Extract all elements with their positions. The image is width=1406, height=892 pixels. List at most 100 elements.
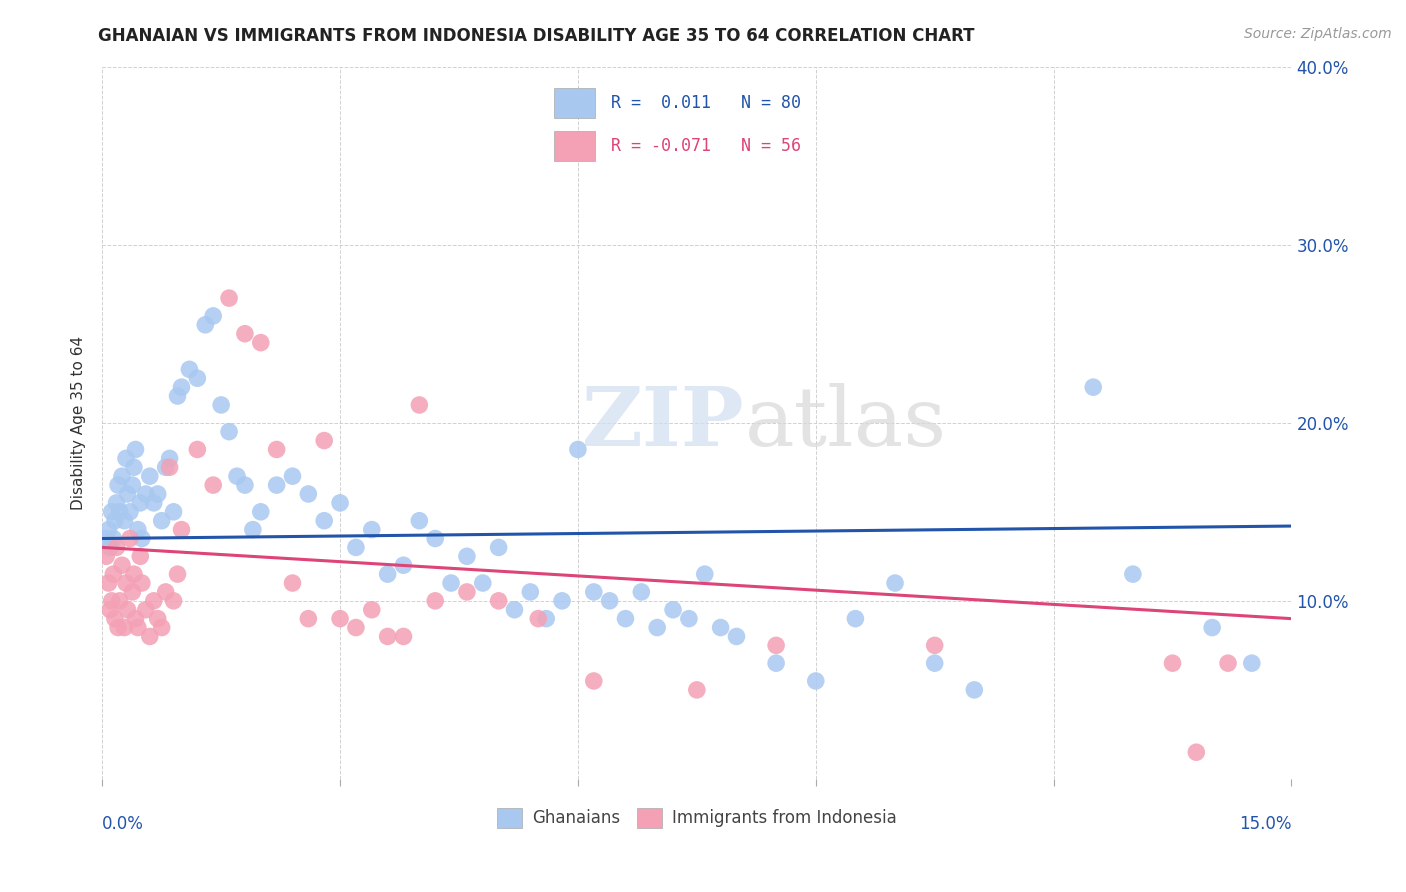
Point (218, 291, 240, 305)
Y-axis label: Disability Age 35 to 64: Disability Age 35 to 64 (72, 335, 86, 510)
Point (100, 505, 122, 519)
Point (139, 630, 162, 644)
Point (218, 425, 240, 439)
Point (155, 460, 177, 475)
Point (551, 594, 574, 608)
Point (97, 523, 120, 537)
Point (440, 576, 463, 591)
Point (107, 478, 129, 492)
Point (127, 621, 149, 635)
Point (408, 514, 430, 528)
Point (1161, 656, 1184, 670)
Point (567, 442, 589, 457)
Point (1216, 656, 1239, 670)
Point (329, 496, 352, 510)
Point (242, 523, 264, 537)
Point (1083, 380, 1105, 394)
Point (96, 549, 118, 564)
Point (1240, 656, 1263, 670)
Point (115, 451, 138, 466)
Point (281, 576, 304, 591)
Point (266, 478, 288, 492)
Point (108, 594, 131, 608)
Point (155, 585, 177, 599)
Point (146, 487, 169, 501)
Point (186, 442, 208, 457)
Point (662, 603, 685, 617)
Text: ZIP: ZIP (582, 383, 744, 463)
Point (121, 585, 143, 599)
Point (186, 371, 208, 385)
Point (233, 478, 256, 492)
Point (121, 478, 143, 492)
Point (103, 532, 125, 546)
Point (142, 594, 165, 608)
Point (678, 612, 700, 626)
Point (166, 567, 188, 582)
Point (314, 514, 336, 528)
Point (162, 505, 184, 519)
Point (534, 612, 557, 626)
Point (599, 594, 621, 608)
Point (129, 496, 152, 510)
Point (503, 603, 526, 617)
Point (804, 673, 827, 688)
Point (344, 541, 367, 555)
Point (115, 576, 138, 591)
Point (170, 380, 193, 394)
Point (297, 487, 319, 501)
Point (97, 576, 120, 591)
Point (924, 638, 946, 652)
Point (344, 621, 367, 635)
Text: GHANAIAN VS IMMIGRANTS FROM INDONESIA DISABILITY AGE 35 TO 64 CORRELATION CHART: GHANAIAN VS IMMIGRANTS FROM INDONESIA DI… (98, 27, 974, 45)
Point (614, 612, 637, 626)
Point (139, 469, 162, 483)
Point (360, 603, 382, 617)
Point (360, 523, 382, 537)
Point (314, 434, 336, 448)
Point (884, 576, 907, 591)
Point (170, 523, 193, 537)
Point (131, 576, 153, 591)
Point (425, 532, 447, 546)
Point (135, 487, 157, 501)
Point (105, 541, 128, 555)
Point (129, 549, 152, 564)
Point (96, 532, 118, 546)
Point (112, 514, 135, 528)
Point (146, 612, 169, 626)
Point (135, 603, 157, 617)
Point (693, 567, 716, 582)
Point (118, 505, 141, 519)
Point (297, 612, 319, 626)
Point (425, 594, 447, 608)
Point (488, 541, 510, 555)
Point (150, 621, 173, 635)
Point (266, 442, 288, 457)
Point (103, 567, 125, 582)
Point (456, 585, 478, 599)
Point (844, 612, 866, 626)
Point (456, 549, 478, 564)
Point (582, 673, 605, 688)
Point (104, 514, 127, 528)
Legend: Ghanaians, Immigrants from Indonesia: Ghanaians, Immigrants from Indonesia (491, 801, 903, 835)
Point (582, 585, 605, 599)
Point (233, 326, 256, 341)
Point (686, 682, 709, 697)
Text: 0.0%: 0.0% (103, 814, 143, 832)
Point (249, 335, 271, 350)
Point (111, 469, 134, 483)
Text: atlas: atlas (744, 383, 946, 463)
Point (377, 567, 399, 582)
Point (162, 594, 184, 608)
Point (105, 496, 128, 510)
Point (1185, 745, 1208, 759)
Point (249, 505, 271, 519)
Point (100, 594, 122, 608)
Point (471, 576, 494, 591)
Point (124, 442, 146, 457)
Point (194, 318, 217, 332)
Point (377, 630, 399, 644)
Point (725, 630, 748, 644)
